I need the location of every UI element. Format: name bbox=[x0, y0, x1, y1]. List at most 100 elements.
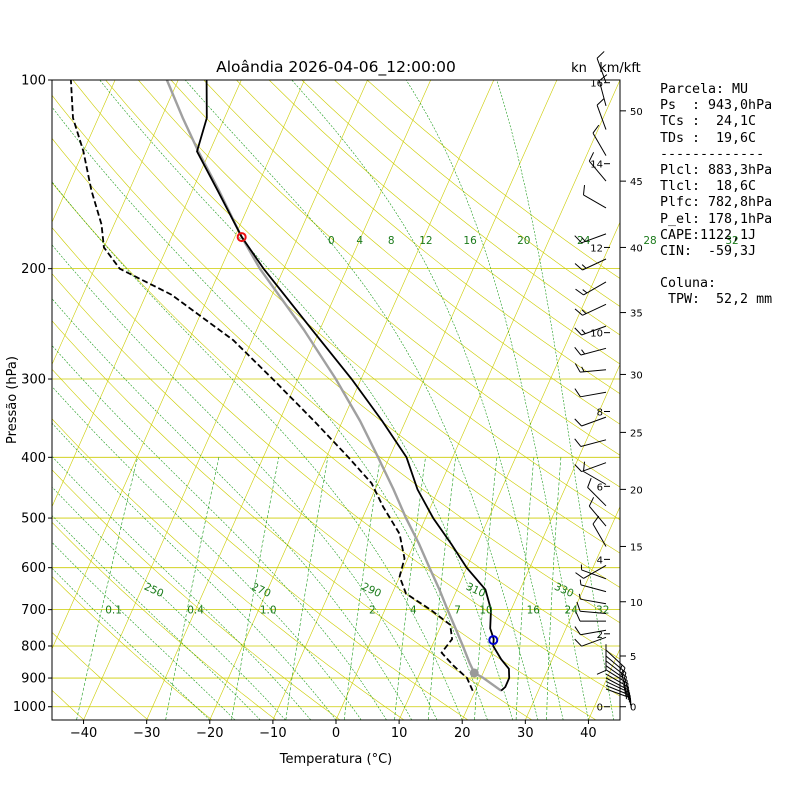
y-tick-label: 400 bbox=[21, 451, 46, 466]
wind-barb bbox=[574, 636, 607, 647]
mixing-ratio-label-text: 4 bbox=[410, 605, 417, 617]
dry-adiabat bbox=[52, 631, 149, 720]
kft-tick-label: 40 bbox=[630, 243, 643, 254]
y-tick-label: 500 bbox=[21, 512, 46, 527]
wind-barb bbox=[574, 626, 607, 636]
wind-barb-shaft bbox=[581, 233, 607, 244]
wind-barb-flag bbox=[628, 692, 631, 703]
wind-barb-shaft bbox=[583, 471, 607, 485]
wind-barb-shaft bbox=[580, 629, 607, 636]
km-tick-label: 16 bbox=[590, 79, 603, 90]
wind-barb bbox=[579, 579, 607, 593]
mixing-ratio-label-text: 32 bbox=[596, 605, 609, 617]
y-tick-label: 100 bbox=[21, 74, 46, 89]
wind-barb-half-flag bbox=[582, 289, 588, 294]
wind-barb-shaft bbox=[598, 80, 607, 107]
background-grid bbox=[52, 80, 620, 720]
dry-adiabat bbox=[138, 80, 620, 488]
chart-title: Aloândia 2026-04-06_12:00:00 bbox=[216, 58, 456, 77]
moist-adiabat bbox=[99, 80, 513, 720]
lcl-marker bbox=[469, 668, 479, 678]
moist-adiabat-label: 16 bbox=[463, 235, 477, 247]
info-line: Plfc: 782,8hPa bbox=[660, 195, 773, 211]
wind-barb-shaft bbox=[580, 610, 607, 614]
km-tick-label: 8 bbox=[597, 407, 603, 418]
wind-barb bbox=[576, 601, 607, 614]
mixing-ratio-line bbox=[474, 457, 498, 720]
moist-adiabat-label: 28 bbox=[643, 235, 656, 247]
wind-barb bbox=[574, 388, 607, 398]
wind-barb-shaft bbox=[588, 505, 607, 527]
wind-barb-shaft bbox=[583, 564, 607, 579]
info-line: Tlcl: 18,6C bbox=[660, 179, 757, 195]
wind-barb-shaft bbox=[587, 487, 607, 507]
wind-barb bbox=[575, 564, 607, 579]
isotherm-line bbox=[272, 80, 558, 720]
y-tick-label: 700 bbox=[21, 603, 46, 618]
wind-barb-flag bbox=[626, 683, 629, 694]
wind-barb bbox=[582, 461, 607, 485]
info-line: TCs : 24,1C bbox=[660, 114, 757, 130]
wind-barb-flag bbox=[574, 438, 582, 447]
wind-barb-flag bbox=[576, 601, 581, 612]
y-tick-label: 300 bbox=[21, 373, 46, 388]
wind-barb-shaft bbox=[581, 416, 607, 427]
wind-barb-shaft bbox=[605, 665, 628, 682]
dry-adiabat bbox=[52, 469, 341, 720]
moist-adiabat bbox=[52, 244, 438, 720]
isotherm-line bbox=[52, 80, 116, 223]
kft-tick-label: 10 bbox=[630, 598, 643, 609]
wind-barb-shaft bbox=[580, 347, 607, 356]
wind-barb bbox=[574, 462, 607, 473]
moist-adiabat bbox=[52, 486, 286, 720]
mixing-ratio-label-text: 7 bbox=[454, 605, 461, 617]
info-line: Ps : 943,0hPa bbox=[660, 98, 773, 114]
x-tick-label: 0 bbox=[332, 726, 340, 741]
x-tick-label: −40 bbox=[70, 726, 97, 741]
moist-adiabat-label: 20 bbox=[517, 235, 530, 247]
moist-adiabat bbox=[52, 386, 362, 720]
wind-barb bbox=[574, 363, 607, 373]
wind-barb bbox=[574, 325, 607, 336]
temperature-curve bbox=[196, 80, 511, 692]
wind-barb-half-flag bbox=[581, 349, 586, 355]
info-line: Coluna: bbox=[660, 276, 717, 292]
info-line: TDs : 19,6C bbox=[660, 130, 757, 146]
y-axis-label: Pressão (hPa) bbox=[5, 356, 20, 444]
theta-label-text: 250 bbox=[142, 581, 165, 600]
profiles bbox=[70, 80, 511, 692]
km-tick-label: 4 bbox=[597, 555, 603, 566]
info-line: CIN: -59,3J bbox=[660, 243, 757, 259]
mixing-ratio-label-text: 16 bbox=[527, 605, 541, 617]
wind-barb-half-flag bbox=[581, 237, 586, 242]
moist-adiabat bbox=[291, 80, 564, 720]
km-tick-label: 6 bbox=[597, 482, 603, 493]
theta-label-text: 270 bbox=[249, 581, 272, 600]
moist-adiabat bbox=[52, 298, 412, 720]
moist-adiabat bbox=[52, 106, 488, 720]
el-marker bbox=[236, 232, 247, 243]
parcel-curve bbox=[165, 80, 502, 692]
info-line bbox=[660, 260, 772, 276]
mixing-ratio-label-text: 10 bbox=[479, 605, 492, 617]
dry-adiabat bbox=[52, 521, 277, 720]
mixing-ratio-line bbox=[231, 457, 280, 720]
wind-barb-flag bbox=[621, 667, 626, 678]
theta-label: 270 bbox=[249, 581, 272, 600]
wind-barb-shaft bbox=[583, 194, 607, 209]
y-tick-label: 800 bbox=[21, 639, 46, 654]
km-tick-label: 0 bbox=[597, 703, 603, 714]
info-line: CAPE:1122,1J bbox=[660, 227, 757, 243]
moist-adiabat-label-text: 0 bbox=[328, 235, 335, 247]
kft-tick-label: 15 bbox=[630, 542, 643, 553]
wind-barb-flag bbox=[574, 418, 582, 427]
dry-adiabat bbox=[170, 80, 620, 456]
y-tick-label: 200 bbox=[21, 262, 46, 277]
dry-adiabat bbox=[52, 227, 620, 697]
mixing-ratio-label: 1.0 bbox=[260, 605, 277, 617]
wind-barb-half-flag bbox=[581, 264, 587, 269]
dry-adiabat bbox=[52, 368, 469, 720]
wind-barb-flag bbox=[574, 363, 581, 373]
kft-tick-label: 0 bbox=[630, 703, 636, 714]
